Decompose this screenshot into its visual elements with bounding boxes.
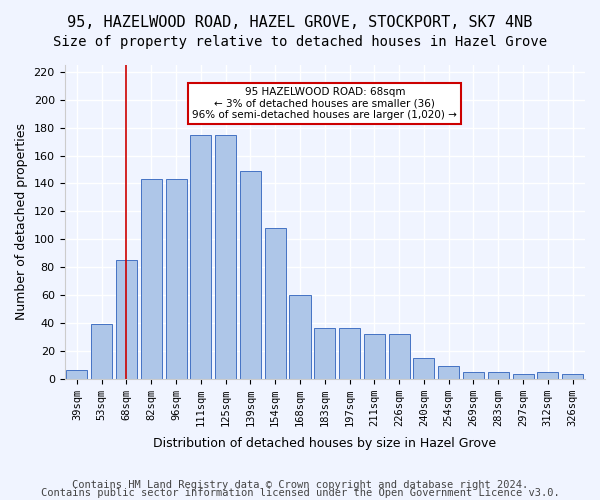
Bar bbox=[389, 334, 410, 378]
Text: Contains public sector information licensed under the Open Government Licence v3: Contains public sector information licen… bbox=[41, 488, 559, 498]
Bar bbox=[190, 134, 211, 378]
Bar bbox=[488, 372, 509, 378]
Text: 95 HAZELWOOD ROAD: 68sqm
← 3% of detached houses are smaller (36)
96% of semi-de: 95 HAZELWOOD ROAD: 68sqm ← 3% of detache… bbox=[193, 87, 457, 120]
Bar bbox=[562, 374, 583, 378]
Bar bbox=[166, 180, 187, 378]
Y-axis label: Number of detached properties: Number of detached properties bbox=[15, 124, 28, 320]
Text: Size of property relative to detached houses in Hazel Grove: Size of property relative to detached ho… bbox=[53, 35, 547, 49]
Bar bbox=[289, 295, 311, 378]
Bar bbox=[141, 180, 162, 378]
Bar bbox=[314, 328, 335, 378]
Bar bbox=[512, 374, 533, 378]
Bar bbox=[413, 358, 434, 378]
X-axis label: Distribution of detached houses by size in Hazel Grove: Distribution of detached houses by size … bbox=[153, 437, 496, 450]
Bar bbox=[537, 372, 559, 378]
Bar bbox=[438, 366, 459, 378]
Bar bbox=[339, 328, 360, 378]
Bar bbox=[67, 370, 88, 378]
Bar bbox=[463, 372, 484, 378]
Bar bbox=[364, 334, 385, 378]
Bar bbox=[91, 324, 112, 378]
Bar bbox=[215, 134, 236, 378]
Bar bbox=[240, 171, 261, 378]
Text: 95, HAZELWOOD ROAD, HAZEL GROVE, STOCKPORT, SK7 4NB: 95, HAZELWOOD ROAD, HAZEL GROVE, STOCKPO… bbox=[67, 15, 533, 30]
Bar bbox=[116, 260, 137, 378]
Text: Contains HM Land Registry data © Crown copyright and database right 2024.: Contains HM Land Registry data © Crown c… bbox=[72, 480, 528, 490]
Bar bbox=[265, 228, 286, 378]
